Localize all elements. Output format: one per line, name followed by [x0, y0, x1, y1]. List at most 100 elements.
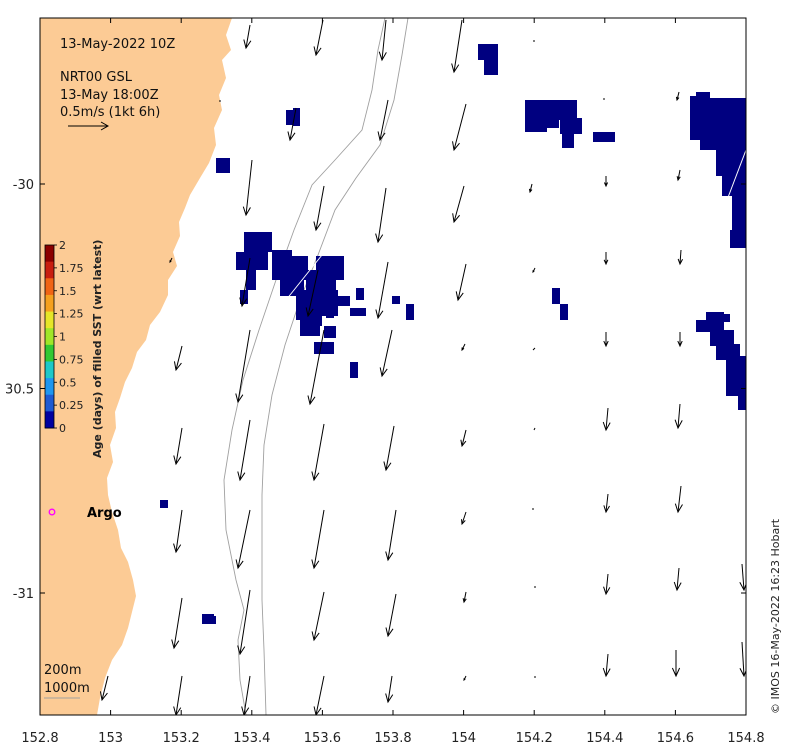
- current-arrow: [603, 332, 609, 348]
- current-arrow: [378, 19, 387, 62]
- current-arrow: [532, 267, 536, 274]
- isobath-1000m: [261, 18, 409, 715]
- current-arrow: [677, 332, 683, 348]
- current-vectors: [99, 19, 746, 715]
- x-tick-label: 152.8: [21, 731, 58, 746]
- current-arrow: [674, 403, 683, 430]
- colorbar-tick-label: 1.5: [59, 285, 77, 298]
- product-label: NRT00 GSL: [60, 70, 133, 85]
- colorbar-segment: [45, 411, 54, 429]
- scale-label: 0.5m/s (1kt 6h): [60, 105, 160, 120]
- current-arrow: [241, 675, 251, 715]
- current-arrow: [313, 185, 325, 232]
- current-arrow: [173, 675, 183, 715]
- argo-float-marker: [48, 508, 56, 516]
- x-tick-label: 154: [451, 731, 476, 746]
- current-arrow: [383, 425, 395, 472]
- current-arrow: [602, 407, 611, 432]
- colorbar-tick-label: 0: [59, 422, 66, 435]
- x-tick-label: 154.8: [727, 731, 764, 746]
- current-arrow: [532, 347, 536, 351]
- x-tick-label: 153.4: [233, 731, 270, 746]
- sst-age-pixels: [160, 44, 746, 624]
- current-arrow: [676, 169, 681, 182]
- scale-arrow: [68, 121, 110, 131]
- data-seam: [723, 149, 746, 209]
- credit-label: © IMOS 16-May-2022 16:23 Hobart: [769, 518, 782, 714]
- current-arrow: [675, 91, 680, 102]
- current-arrow: [603, 493, 610, 514]
- x-tick-label: 154.4: [586, 731, 623, 746]
- current-arrow: [243, 24, 252, 50]
- current-arrow: [311, 423, 325, 482]
- current-arrow: [173, 509, 183, 554]
- colorbar-segment: [45, 294, 54, 313]
- current-arrow: [313, 675, 325, 715]
- current-arrow: [237, 589, 251, 656]
- current-arrow: [462, 591, 467, 604]
- current-arrow: [603, 573, 611, 596]
- current-arrow: [379, 329, 393, 378]
- current-arrow: [671, 650, 681, 678]
- valid-time-label: 13-May 18:00Z: [60, 88, 159, 103]
- colorbar-segment: [45, 378, 54, 396]
- current-arrow: [460, 429, 467, 448]
- colorbar-segment: [45, 328, 54, 346]
- data-seam: [281, 254, 323, 306]
- colorbar-tick-label: 2: [59, 239, 66, 252]
- colorbar-tick-label: 0.75: [59, 353, 84, 366]
- x-tick-label: 153.6: [304, 731, 341, 746]
- current-arrow: [173, 427, 183, 466]
- current-arrow: [452, 103, 467, 152]
- current-arrow: [169, 257, 173, 264]
- x-tick-label: 153.2: [163, 731, 200, 746]
- x-tick-label: 154.2: [516, 731, 553, 746]
- current-arrow: [385, 593, 397, 638]
- current-arrow: [603, 252, 609, 266]
- current-arrow: [461, 343, 466, 352]
- colorbar-tick-label: 1: [59, 331, 66, 344]
- current-arrow: [677, 249, 683, 266]
- current-arrow: [377, 99, 389, 142]
- current-arrow: [528, 183, 533, 194]
- colorbar-segment: [45, 344, 54, 362]
- current-arrow: [305, 269, 319, 318]
- y-axis: -30 30.5 -31: [5, 178, 746, 602]
- current-arrow: [311, 591, 325, 642]
- argo-label: Argo: [87, 506, 122, 521]
- x-tick-label: 154.6: [657, 731, 694, 746]
- x-tick-label: 153: [98, 731, 123, 746]
- current-arrow: [451, 19, 463, 74]
- current-arrow: [237, 419, 251, 482]
- colorbar-tick-label: 0.5: [59, 376, 77, 389]
- date-label: 13-May-2022 10Z: [60, 37, 175, 52]
- current-arrow: [385, 675, 394, 704]
- colorbar-segment: [45, 245, 54, 263]
- colorbar-tick-label: 0.25: [59, 399, 84, 412]
- colorbar-tick-label: 1.75: [59, 262, 84, 275]
- x-axis: 152.8 153 153.2 153.4 153.6 153.8 154 154.2 154.…: [21, 18, 765, 746]
- current-arrow: [242, 159, 253, 217]
- y-tick-label: -30: [13, 178, 34, 193]
- current-arrow: [463, 675, 467, 682]
- current-arrow: [235, 329, 251, 404]
- current-arrow: [602, 653, 611, 678]
- current-arrow: [313, 19, 324, 57]
- y-tick-label: 30.5: [5, 383, 34, 398]
- isobath-200m: [223, 18, 386, 715]
- current-arrow: [173, 345, 183, 372]
- current-arrow: [452, 185, 465, 224]
- colorbar-segment: [45, 394, 54, 412]
- current-arrow: [739, 641, 746, 678]
- y-tick-label: -31: [13, 587, 34, 602]
- current-arrow: [385, 509, 397, 562]
- current-arrow: [311, 509, 325, 570]
- colorbar: 2 1.75 1.5 1.25 1 0.75 0.5 0.25 0 Age (days) of …: [44, 239, 104, 458]
- isobath-legend-1000m: 1000m: [44, 681, 90, 696]
- current-arrow: [171, 597, 183, 650]
- current-arrow: [287, 107, 297, 142]
- land-mass: [40, 18, 232, 715]
- current-arrow: [455, 263, 467, 302]
- x-tick-label: 153.8: [374, 731, 411, 746]
- colorbar-segment: [45, 261, 54, 279]
